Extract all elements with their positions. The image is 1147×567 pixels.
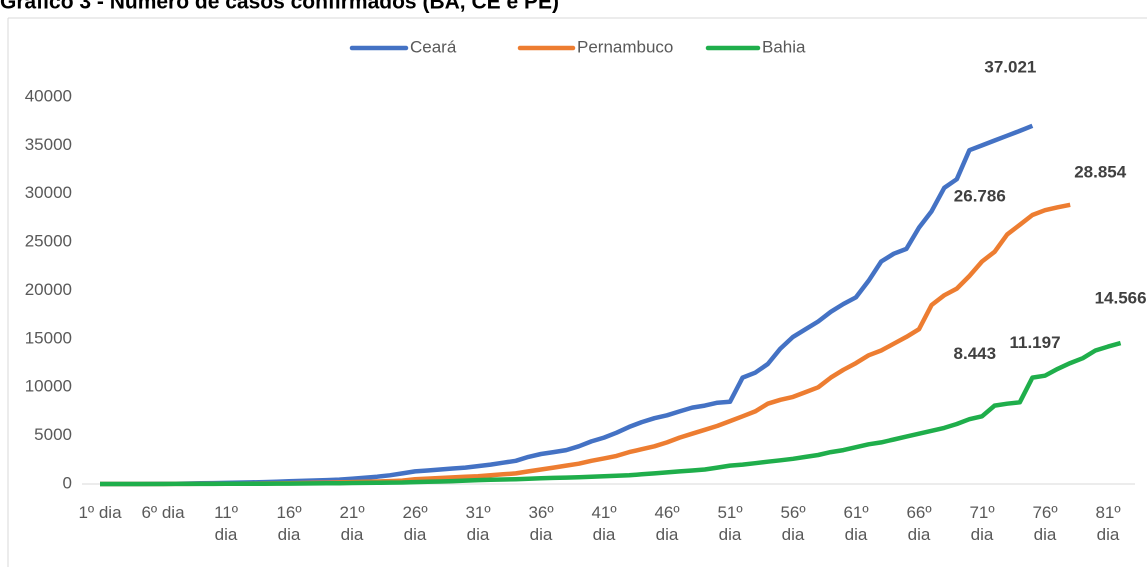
y-tick-label: 40000	[25, 86, 72, 105]
series-line	[100, 123, 1034, 487]
x-tick-label: 66º dia	[906, 503, 932, 544]
x-tick-label: 76º dia	[1032, 503, 1058, 544]
x-tick-label: 11º dia	[214, 503, 238, 544]
y-tick-label: 30000	[25, 183, 72, 202]
y-tick-label: 5000	[34, 425, 72, 444]
x-tick-label: 51º dia	[717, 503, 743, 544]
x-tick-label: 81º dia	[1095, 503, 1121, 544]
x-tick-label: 26º dia	[402, 503, 428, 544]
x-tick-label: 31º dia	[465, 503, 491, 544]
y-tick-label: 25000	[25, 232, 72, 251]
data-label: 37.021	[984, 57, 1036, 76]
x-tick-label: 21º dia	[339, 503, 365, 544]
x-tick-label: 46º dia	[654, 503, 680, 544]
data-label: 28.854	[1074, 162, 1127, 181]
y-tick-label: 35000	[25, 135, 72, 154]
data-label: 26.786	[954, 186, 1006, 205]
x-tick-label: 56º dia	[780, 503, 806, 544]
legend-label: Ceará	[410, 37, 457, 56]
y-tick-label: 20000	[25, 280, 72, 299]
y-tick-label: 0	[63, 473, 72, 492]
x-tick-label: 41º dia	[591, 503, 617, 544]
x-tick-label: 6º dia	[141, 503, 185, 522]
chart-title: Gráfico 3 - Número de casos confirmados …	[0, 0, 559, 14]
data-label: 11.197	[1009, 333, 1060, 352]
x-tick-label: 1º dia	[78, 503, 122, 522]
x-tick-label: 16º dia	[276, 503, 302, 544]
y-tick-label: 10000	[25, 377, 72, 396]
series-line	[100, 340, 1122, 487]
data-label: 8.443	[954, 344, 997, 363]
legend-label: Bahia	[762, 37, 806, 56]
data-label: 14.566	[1095, 289, 1147, 308]
legend-label: Pernambuco	[577, 37, 673, 56]
x-tick-label: 71º dia	[969, 503, 995, 544]
x-tick-label: 36º dia	[528, 503, 554, 544]
x-tick-label: 61º dia	[843, 503, 869, 544]
y-tick-label: 15000	[25, 328, 72, 347]
